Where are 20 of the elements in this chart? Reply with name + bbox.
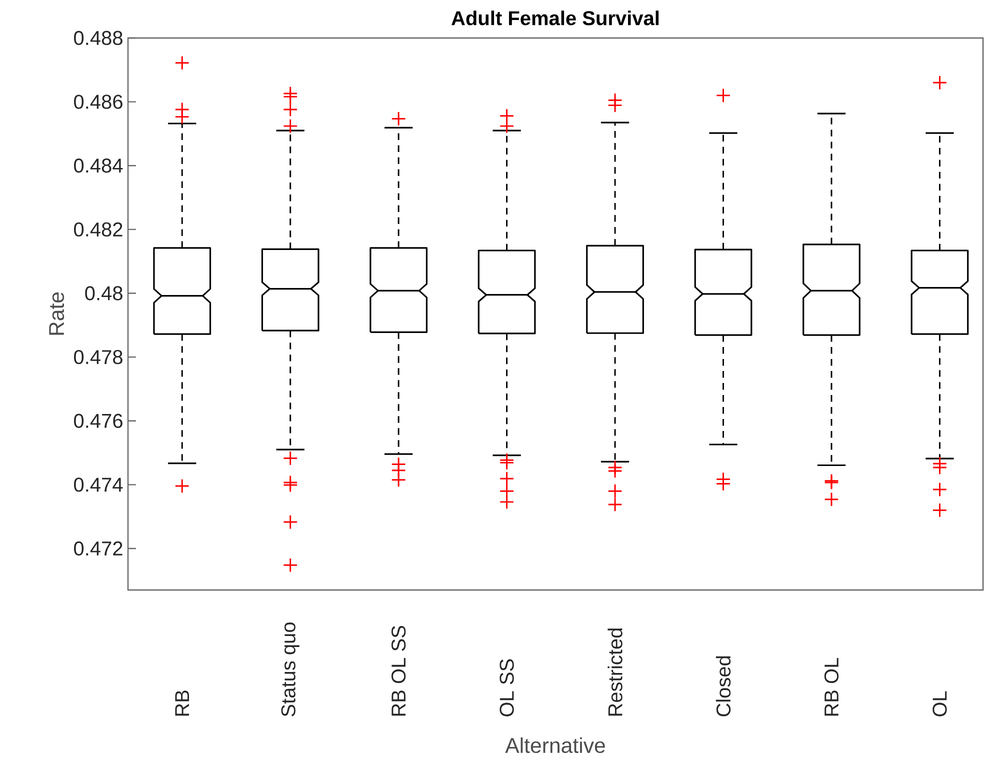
y-tick-label: 0.474 bbox=[74, 478, 123, 492]
y-tick-label: 0.478 bbox=[74, 350, 122, 364]
x-tick-label: RB OL SS bbox=[391, 626, 406, 716]
y-tick-label: 0.486 bbox=[74, 94, 122, 109]
x-tick-label: OL SS bbox=[500, 659, 514, 716]
y-tick-label: 0.488 bbox=[74, 30, 122, 46]
y-tick-label: 0.482 bbox=[74, 222, 122, 237]
y-tick-label: 0.484 bbox=[74, 158, 123, 173]
x-axis-title: Alternative bbox=[505, 737, 605, 754]
x-tick-label: RB bbox=[175, 690, 189, 716]
y-tick-label: 0.472 bbox=[74, 541, 122, 556]
y-tick-label: 0.48 bbox=[85, 286, 122, 300]
y-axis-title: Rate bbox=[49, 292, 64, 335]
x-tick-label: Restricted bbox=[608, 628, 622, 716]
chart-title: Adult Female Survival bbox=[452, 10, 659, 26]
y-tick-label: 0.476 bbox=[74, 414, 122, 428]
x-tick-label: RB OL bbox=[824, 658, 839, 716]
x-tick-label: OL bbox=[932, 691, 947, 716]
x-tick-label: Closed bbox=[716, 656, 731, 716]
x-tick-label: Status quo bbox=[281, 622, 300, 716]
